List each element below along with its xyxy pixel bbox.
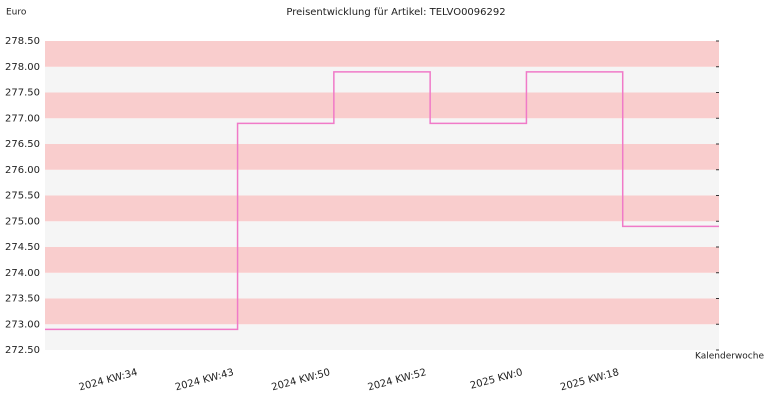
x-tick-label: 2024 KW:43 (174, 367, 235, 393)
x-tick-label: 2024 KW:50 (270, 367, 331, 393)
x-tick-label: 2024 KW:34 (78, 367, 139, 393)
y-tick-label: 278.50 (5, 36, 40, 47)
step-line (45, 71, 719, 331)
y-tick-label: 274.50 (5, 242, 40, 253)
x-tick-label: 2024 KW:52 (367, 367, 428, 393)
band (45, 324, 719, 350)
y-tick-label: 272.50 (5, 345, 40, 356)
x-tick-label: 2025 KW:0 (469, 367, 524, 392)
y-tick-label: 273.00 (5, 319, 40, 330)
band (45, 272, 719, 299)
y-tick-label: 275.00 (5, 216, 40, 227)
y-tick-label: 276.00 (5, 165, 40, 176)
y-tick-label: 277.50 (5, 88, 40, 99)
y-tick-label: 278.00 (5, 62, 40, 73)
band (45, 144, 719, 170)
y-tick-label: 276.50 (5, 139, 40, 150)
band (45, 66, 719, 93)
band (45, 118, 719, 144)
x-axis-label: Kalenderwoche (695, 352, 764, 362)
y-tick-label: 275.50 (5, 191, 40, 202)
band (45, 298, 719, 325)
y-tick-label: 277.00 (5, 113, 40, 124)
band (45, 92, 719, 119)
chart-title: Preisentwicklung für Artikel: TELVO00962… (286, 7, 505, 18)
band (45, 169, 719, 196)
band (45, 195, 719, 222)
band (45, 41, 719, 67)
y-tick-label: 273.50 (5, 294, 40, 305)
x-tick-label: 2025 KW:18 (559, 367, 620, 393)
y-axis-label: Euro (6, 8, 27, 18)
band (45, 247, 719, 273)
band (45, 221, 719, 247)
y-tick-label: 274.00 (5, 268, 40, 279)
